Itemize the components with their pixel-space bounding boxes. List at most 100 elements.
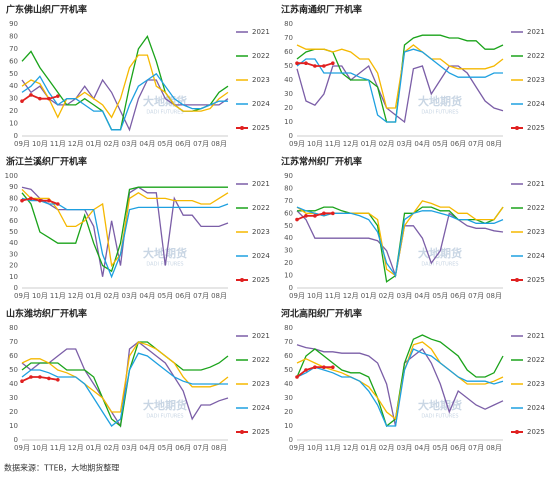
x-tick-label: 02月 — [379, 292, 395, 300]
x-tick-label: 02月 — [379, 444, 395, 452]
y-tick-label: 40 — [9, 380, 18, 388]
watermark: 大地期货 — [143, 398, 187, 412]
y-tick-label: 10 — [9, 273, 18, 281]
point — [29, 196, 33, 201]
legend-label: 2023 — [527, 76, 545, 84]
x-tick-label: 10月 — [32, 140, 48, 148]
watermark: 大地期货 — [418, 94, 462, 108]
x-tick-label: 04月 — [139, 292, 155, 300]
y-tick-label: 50 — [9, 228, 18, 236]
watermark: 大地期货 — [418, 246, 462, 260]
y-tick-label: 60 — [9, 217, 18, 225]
x-tick-label: 08月 — [486, 444, 502, 452]
y-tick-label: 40 — [284, 234, 293, 242]
x-tick-label: 07月 — [193, 292, 209, 300]
point — [331, 211, 335, 216]
x-tick-label: 03月 — [397, 444, 413, 452]
y-tick-label: 0 — [14, 284, 18, 292]
point — [56, 202, 60, 206]
legend-label: 2024 — [527, 404, 545, 412]
x-tick-label: 08月 — [211, 140, 227, 148]
legend-marker — [240, 278, 244, 282]
legend-label: 2022 — [527, 204, 545, 212]
point — [331, 61, 335, 65]
y-tick-label: 80 — [284, 20, 293, 28]
point — [313, 64, 317, 68]
y-tick-label: 20 — [284, 259, 293, 267]
point — [304, 214, 308, 218]
y-tick-label: 70 — [9, 206, 18, 214]
point — [56, 94, 60, 98]
point — [295, 217, 299, 222]
y-tick-label: 10 — [284, 422, 293, 430]
legend-marker — [515, 126, 519, 130]
x-tick-label: 11月 — [50, 292, 66, 300]
legend-label: 2023 — [252, 76, 270, 84]
legend-label: 2025 — [252, 428, 270, 436]
legend-label: 2022 — [252, 52, 270, 60]
x-tick-label: 06月 — [450, 444, 466, 452]
y-tick-label: 60 — [9, 57, 18, 65]
x-tick-label: 07月 — [193, 140, 209, 148]
x-tick-label: 09月 — [289, 444, 305, 452]
y-tick-label: 90 — [284, 172, 293, 180]
point — [322, 365, 326, 370]
x-tick-label: 12月 — [343, 444, 359, 452]
x-tick-label: 10月 — [32, 292, 48, 300]
legend-label: 2024 — [252, 100, 270, 108]
y-tick-label: 10 — [9, 120, 18, 128]
y-tick-label: 90 — [9, 20, 18, 28]
y-tick-label: 50 — [284, 222, 293, 230]
y-tick-label: 20 — [284, 408, 293, 416]
y-tick-label: 50 — [284, 62, 293, 70]
legend-label: 2022 — [527, 52, 545, 60]
y-tick-label: 0 — [289, 436, 293, 444]
x-tick-label: 06月 — [450, 140, 466, 148]
x-tick-label: 03月 — [122, 292, 138, 300]
y-tick-label: 30 — [9, 394, 18, 402]
y-tick-label: 90 — [9, 183, 18, 191]
point — [20, 198, 24, 203]
x-tick-label: 07月 — [193, 444, 209, 452]
point — [322, 64, 326, 68]
y-tick-label: 10 — [9, 422, 18, 430]
y-tick-label: 80 — [284, 184, 293, 192]
x-tick-label: 04月 — [414, 292, 430, 300]
x-tick-label: 03月 — [122, 444, 138, 452]
legend-label: 2021 — [252, 28, 270, 36]
y-tick-label: 0 — [289, 132, 293, 140]
x-tick-label: 11月 — [325, 292, 341, 300]
legend-label: 2021 — [527, 28, 545, 36]
point — [38, 198, 42, 203]
point — [47, 198, 51, 203]
x-tick-label: 12月 — [343, 292, 359, 300]
x-tick-label: 12月 — [68, 140, 84, 148]
legend-label: 2021 — [527, 180, 545, 188]
legend-label: 2024 — [252, 252, 270, 260]
point — [38, 96, 42, 101]
chart-title: 山东潍坊织厂开机率 — [6, 308, 87, 320]
x-tick-label: 11月 — [50, 444, 66, 452]
chart-title: 江苏南通织厂开机率 — [281, 4, 362, 16]
watermark: 大地期货 — [143, 94, 187, 108]
legend-label: 2024 — [527, 252, 545, 260]
y-tick-label: 80 — [284, 324, 293, 332]
y-tick-label: 10 — [284, 118, 293, 126]
point — [295, 61, 299, 65]
series-line — [21, 341, 229, 413]
x-tick-label: 10月 — [32, 444, 48, 452]
x-tick-label: 10月 — [307, 292, 323, 300]
x-tick-label: 01月 — [361, 140, 377, 148]
x-tick-label: 12月 — [343, 140, 359, 148]
point — [20, 379, 24, 384]
source-note: 数据来源：TTEB，大地期货整理 — [4, 463, 119, 473]
x-tick-label: 01月 — [86, 444, 102, 452]
y-tick-label: 70 — [284, 34, 293, 42]
y-tick-label: 30 — [284, 247, 293, 255]
x-tick-label: 07月 — [468, 444, 484, 452]
